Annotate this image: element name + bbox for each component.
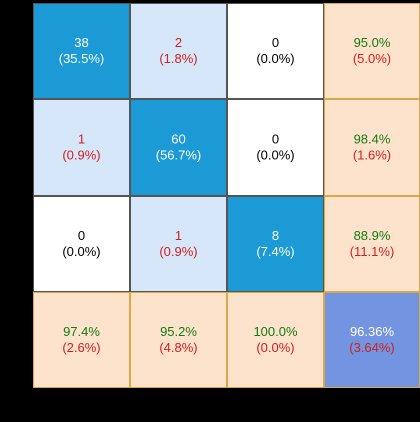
cell-primary-value: 0 [272,132,279,147]
cell-background [227,292,324,388]
cell-background [33,292,130,388]
cell-secondary-value: (0.0%) [256,148,294,163]
matrix-cell-r0-c2: 0(0.0%) [227,3,324,99]
matrix-cell-r0-c1: 2(1.8%) [130,3,227,99]
cell-background [130,196,227,292]
matrix-cell-r2-c0: 0(0.0%) [33,196,130,292]
cell-background [130,292,227,388]
matrix-cell-r2-c1: 1(0.9%) [130,196,227,292]
cell-secondary-value: (3.64%) [349,340,395,355]
matrix-cell-r3-c3: 96.36%(3.64%) [324,292,420,388]
matrix-cell-r3-c1: 95.2%(4.8%) [130,292,227,388]
cell-background [33,99,130,196]
cell-primary-value: 0 [78,228,85,243]
cell-secondary-value: (7.4%) [256,244,294,259]
cell-primary-value: 60 [171,132,185,147]
cell-primary-value: 96.36% [350,324,395,339]
cell-secondary-value: (0.9%) [159,244,197,259]
cell-background [324,99,420,196]
cell-primary-value: 38 [74,35,88,50]
cell-primary-value: 88.9% [354,228,391,243]
cell-background [33,196,130,292]
cell-secondary-value: (5.0%) [353,51,391,66]
cell-secondary-value: (0.0%) [256,51,294,66]
cell-background [33,3,130,99]
matrix-cell-r1-c2: 0(0.0%) [227,99,324,196]
cell-secondary-value: (1.6%) [353,148,391,163]
cell-primary-value: 8 [272,228,279,243]
cell-secondary-value: (35.5%) [59,51,105,66]
cell-primary-value: 98.4% [354,132,391,147]
cell-background [227,99,324,196]
cell-background [324,3,420,99]
cell-secondary-value: (1.8%) [159,51,197,66]
cell-background [130,3,227,99]
cell-secondary-value: (2.6%) [62,340,100,355]
cell-background [324,196,420,292]
matrix-cell-r2-c3: 88.9%(11.1%) [324,196,420,292]
cell-primary-value: 95.2% [160,324,197,339]
cell-primary-value: 97.4% [63,324,100,339]
cell-secondary-value: (0.0%) [62,244,100,259]
cell-primary-value: 0 [272,35,279,50]
matrix-cell-r1-c0: 1(0.9%) [33,99,130,196]
cell-secondary-value: (0.0%) [256,340,294,355]
matrix-cell-r0-c3: 95.0%(5.0%) [324,3,420,99]
cell-background [130,99,227,196]
cell-primary-value: 1 [175,228,182,243]
matrix-cell-r0-c0: 38(35.5%) [33,3,130,99]
cell-secondary-value: (11.1%) [350,244,395,259]
matrix-cell-r3-c2: 100.0%(0.0%) [227,292,324,388]
cell-background [227,3,324,99]
matrix-cell-r1-c1: 60(56.7%) [130,99,227,196]
cell-secondary-value: (0.9%) [62,148,100,163]
cell-secondary-value: (56.7%) [156,148,202,163]
cell-background [227,196,324,292]
cell-primary-value: 1 [78,132,85,147]
cell-primary-value: 2 [175,35,182,50]
cell-secondary-value: (4.8%) [159,340,197,355]
cell-primary-value: 95.0% [354,35,391,50]
cell-background [324,292,420,388]
matrix-cell-r3-c0: 97.4%(2.6%) [33,292,130,388]
matrix-cell-r2-c2: 8(7.4%) [227,196,324,292]
matrix-cell-r1-c3: 98.4%(1.6%) [324,99,420,196]
cell-primary-value: 100.0% [253,324,298,339]
